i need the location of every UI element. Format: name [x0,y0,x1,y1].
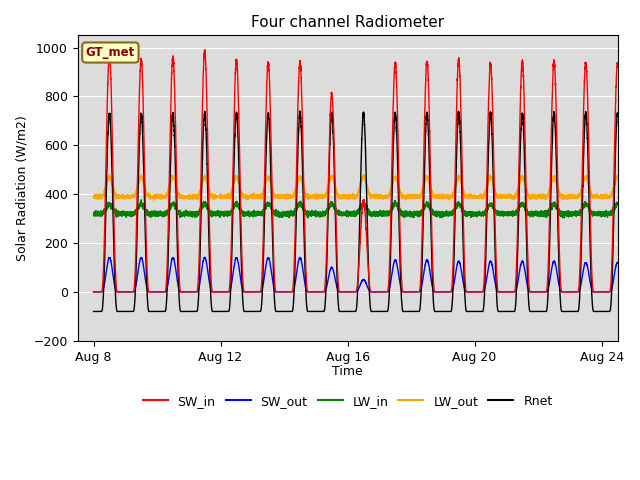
SW_in [524,248,531,254]
Rnet [209,309,216,314]
SW_out [421,265,429,271]
SW_out [524,284,531,289]
SW_in [629,289,637,295]
LW_out [97,194,104,200]
LW_out [360,172,368,178]
LW_in [630,289,637,295]
LW_in [138,197,145,203]
LW_out [209,194,216,200]
LW_out [629,192,637,198]
LW_in [421,204,429,210]
Rnet [97,309,104,314]
Rnet [331,194,339,200]
LW_in [209,210,216,216]
Y-axis label: Solar Radiation (W/m2): Solar Radiation (W/m2) [15,115,28,261]
LW_in [97,212,104,218]
Rnet [524,273,531,279]
Legend: SW_in, SW_out, LW_in, LW_out, Rnet: SW_in, SW_out, LW_in, LW_out, Rnet [138,390,557,413]
SW_in [97,289,104,295]
Rnet [296,108,303,114]
Rnet [90,309,97,314]
LW_out [421,178,429,184]
Text: GT_met: GT_met [86,46,135,59]
SW_out [629,289,637,295]
LW_in [629,210,637,216]
LW_out [630,289,637,295]
LW_out [90,194,97,200]
SW_in [331,177,339,182]
SW_out [331,275,339,281]
X-axis label: Time: Time [332,365,363,378]
Rnet [421,159,429,165]
Title: Four channel Radiometer: Four channel Radiometer [251,15,444,30]
LW_out [524,191,531,197]
SW_out [209,289,216,295]
Rnet [630,289,637,295]
Line: SW_in: SW_in [93,50,634,292]
SW_out [90,289,97,295]
LW_in [331,207,339,213]
Line: Rnet: Rnet [93,111,634,312]
SW_out [201,254,209,260]
SW_in [209,289,216,295]
Line: LW_out: LW_out [93,175,634,292]
SW_out [97,289,104,295]
LW_in [90,212,97,217]
Line: LW_in: LW_in [93,200,634,292]
SW_out [630,289,637,295]
LW_out [331,181,339,187]
SW_in [201,47,209,53]
SW_in [421,115,429,121]
LW_in [524,212,531,218]
Rnet [629,309,637,314]
SW_in [90,289,97,295]
Line: SW_out: SW_out [93,257,634,292]
SW_in [630,289,637,295]
